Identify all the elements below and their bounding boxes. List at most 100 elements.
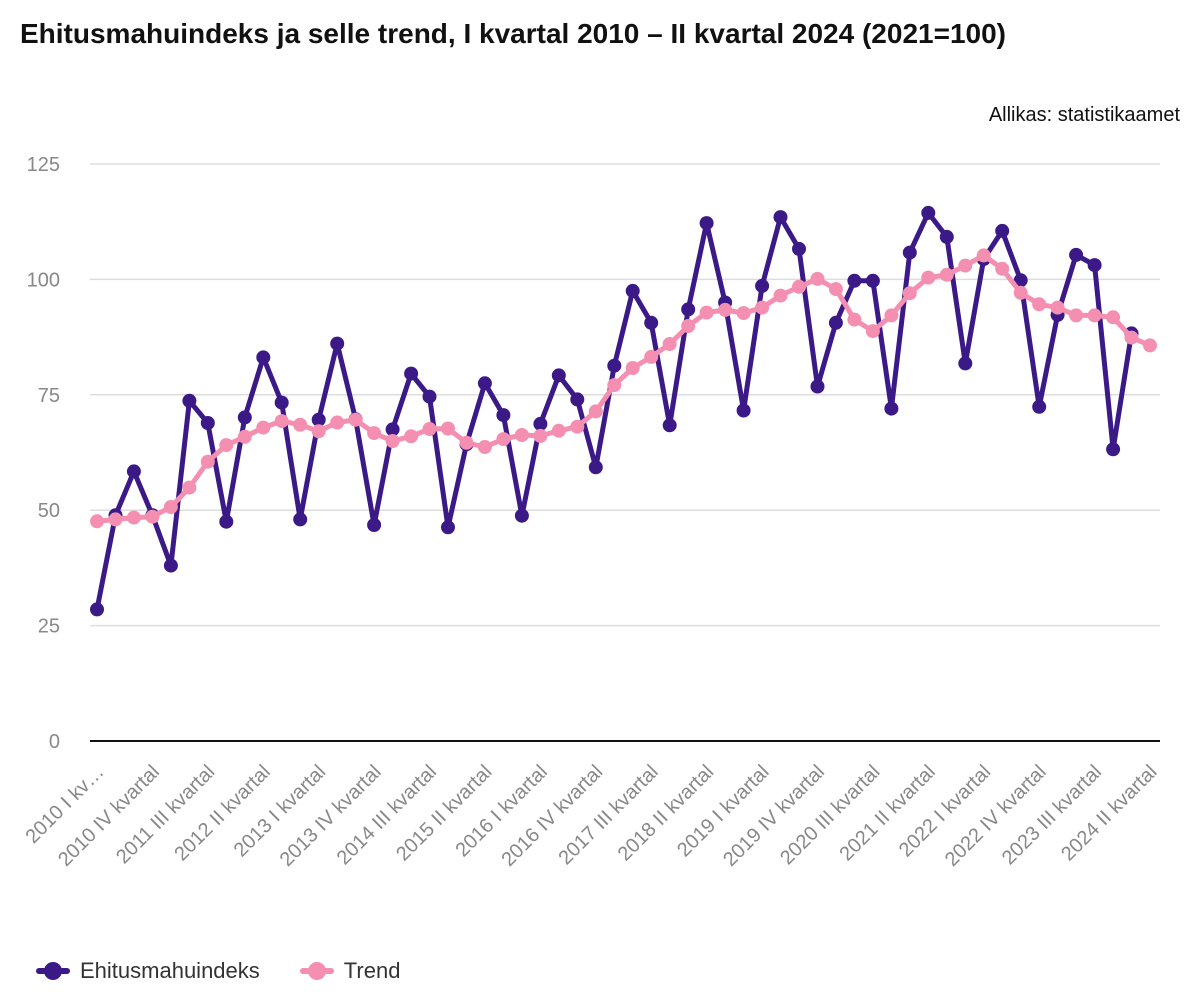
data-point-trend[interactable] xyxy=(514,428,529,442)
data-point-trend[interactable] xyxy=(182,480,197,495)
legend-item-trend[interactable]: Trend xyxy=(299,958,400,984)
data-point-index[interactable] xyxy=(533,416,548,431)
data-point-index[interactable] xyxy=(385,422,400,437)
data-point-trend[interactable] xyxy=(367,426,382,441)
data-point-trend[interactable] xyxy=(865,324,880,339)
data-point-trend[interactable] xyxy=(1050,300,1065,315)
data-point-index[interactable] xyxy=(1106,442,1121,457)
data-point-trend[interactable] xyxy=(533,428,548,443)
data-point-trend[interactable] xyxy=(1143,338,1157,353)
data-point-index[interactable] xyxy=(422,389,437,404)
data-point-trend[interactable] xyxy=(847,312,862,327)
data-point-index[interactable] xyxy=(1087,258,1102,273)
data-point-index[interactable] xyxy=(293,512,308,527)
data-point-trend[interactable] xyxy=(145,509,160,524)
data-point-index[interactable] xyxy=(551,368,566,383)
data-point-trend[interactable] xyxy=(773,288,788,303)
data-point-index[interactable] xyxy=(662,418,677,433)
data-point-index[interactable] xyxy=(256,350,271,365)
data-point-trend[interactable] xyxy=(588,404,603,419)
data-point-trend[interactable] xyxy=(293,417,308,432)
data-point-trend[interactable] xyxy=(219,438,234,453)
data-point-index[interactable] xyxy=(625,283,640,298)
data-point-trend[interactable] xyxy=(200,454,215,469)
data-point-index[interactable] xyxy=(237,410,252,425)
data-point-trend[interactable] xyxy=(348,412,363,427)
data-point-index[interactable] xyxy=(588,460,603,475)
data-point-trend[interactable] xyxy=(662,337,677,351)
data-point-index[interactable] xyxy=(441,520,455,535)
data-point-index[interactable] xyxy=(958,356,973,371)
data-point-trend[interactable] xyxy=(570,419,585,434)
data-point-trend[interactable] xyxy=(810,271,825,286)
data-point-index[interactable] xyxy=(736,403,751,418)
data-point-index[interactable] xyxy=(792,241,806,256)
data-point-trend[interactable] xyxy=(274,414,289,429)
data-point-index[interactable] xyxy=(1069,247,1084,262)
data-point-index[interactable] xyxy=(477,376,492,391)
data-point-trend[interactable] xyxy=(256,420,271,435)
data-point-trend[interactable] xyxy=(1013,285,1028,300)
data-point-index[interactable] xyxy=(182,393,197,408)
data-point-trend[interactable] xyxy=(459,435,474,450)
data-point-index[interactable] xyxy=(681,302,696,317)
data-point-trend[interactable] xyxy=(1069,308,1084,323)
data-point-trend[interactable] xyxy=(1106,310,1121,325)
data-point-trend[interactable] xyxy=(976,248,991,263)
data-point-trend[interactable] xyxy=(163,500,178,514)
data-point-trend[interactable] xyxy=(995,261,1010,276)
data-point-index[interactable] xyxy=(644,315,659,330)
data-point-trend[interactable] xyxy=(644,349,659,364)
data-point-index[interactable] xyxy=(607,358,622,373)
data-point-trend[interactable] xyxy=(126,510,141,525)
data-point-trend[interactable] xyxy=(828,282,843,297)
data-point-trend[interactable] xyxy=(1032,297,1047,312)
data-point-trend[interactable] xyxy=(736,306,751,321)
data-point-trend[interactable] xyxy=(385,434,400,448)
data-point-trend[interactable] xyxy=(884,308,899,323)
data-point-index[interactable] xyxy=(496,408,511,423)
data-point-index[interactable] xyxy=(995,223,1010,238)
data-point-trend[interactable] xyxy=(90,514,104,529)
data-point-trend[interactable] xyxy=(1124,330,1139,345)
data-point-index[interactable] xyxy=(699,216,714,231)
data-point-trend[interactable] xyxy=(477,440,492,454)
data-point-trend[interactable] xyxy=(625,361,640,375)
data-point-index[interactable] xyxy=(1013,273,1028,288)
data-point-trend[interactable] xyxy=(496,432,511,447)
data-point-trend[interactable] xyxy=(718,302,733,317)
data-point-trend[interactable] xyxy=(792,279,806,294)
data-point-trend[interactable] xyxy=(699,305,714,320)
data-point-trend[interactable] xyxy=(311,424,326,439)
data-point-trend[interactable] xyxy=(441,421,455,436)
data-point-index[interactable] xyxy=(274,395,289,410)
data-point-trend[interactable] xyxy=(939,267,954,282)
data-point-trend[interactable] xyxy=(921,270,936,285)
data-point-trend[interactable] xyxy=(607,378,622,393)
data-point-trend[interactable] xyxy=(755,300,770,315)
data-point-index[interactable] xyxy=(902,245,917,260)
data-point-index[interactable] xyxy=(884,401,899,416)
data-point-index[interactable] xyxy=(939,229,954,244)
data-point-index[interactable] xyxy=(219,514,234,529)
data-point-trend[interactable] xyxy=(422,422,437,436)
data-point-index[interactable] xyxy=(1032,399,1047,414)
data-point-trend[interactable] xyxy=(958,258,973,273)
data-point-index[interactable] xyxy=(773,210,788,225)
data-point-index[interactable] xyxy=(570,392,585,407)
data-point-trend[interactable] xyxy=(330,415,345,430)
data-point-index[interactable] xyxy=(755,278,770,293)
data-point-index[interactable] xyxy=(90,602,104,617)
data-point-trend[interactable] xyxy=(681,319,696,333)
data-point-index[interactable] xyxy=(200,416,215,430)
data-point-index[interactable] xyxy=(921,205,936,220)
data-point-trend[interactable] xyxy=(1087,308,1102,323)
data-point-index[interactable] xyxy=(810,379,825,394)
data-point-index[interactable] xyxy=(828,315,843,330)
data-point-index[interactable] xyxy=(404,366,419,381)
data-point-index[interactable] xyxy=(367,518,382,532)
data-point-trend[interactable] xyxy=(404,429,419,444)
data-point-trend[interactable] xyxy=(108,512,123,527)
data-point-trend[interactable] xyxy=(237,429,252,444)
data-point-trend[interactable] xyxy=(551,423,566,438)
